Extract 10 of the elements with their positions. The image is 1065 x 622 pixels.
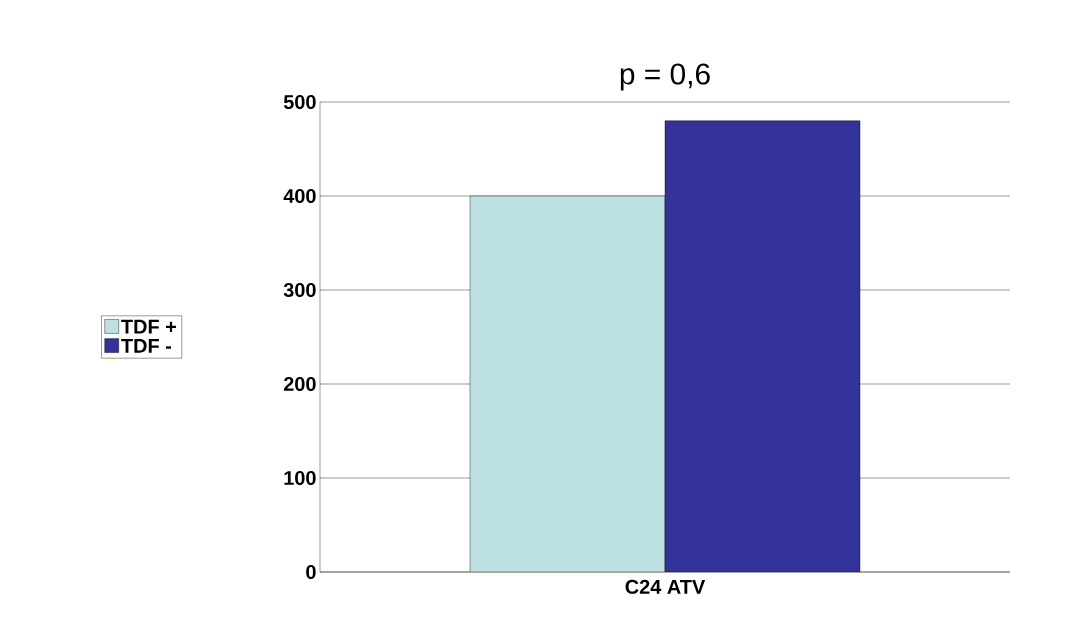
- y-tick-label: 0: [306, 564, 316, 580]
- x-tick-label: C24 ATV: [625, 579, 706, 594]
- chart-title: p = 0,6: [620, 63, 710, 91]
- y-tick-label: 400: [283, 188, 316, 204]
- y-tick-label: 200: [283, 376, 316, 392]
- legend-label: TDF +: [121, 319, 176, 334]
- y-tick-label: 100: [284, 470, 316, 486]
- legend-label: TDF -: [121, 339, 172, 353]
- y-tick-label: 300: [283, 282, 316, 298]
- y-tick-label: 500: [283, 94, 316, 110]
